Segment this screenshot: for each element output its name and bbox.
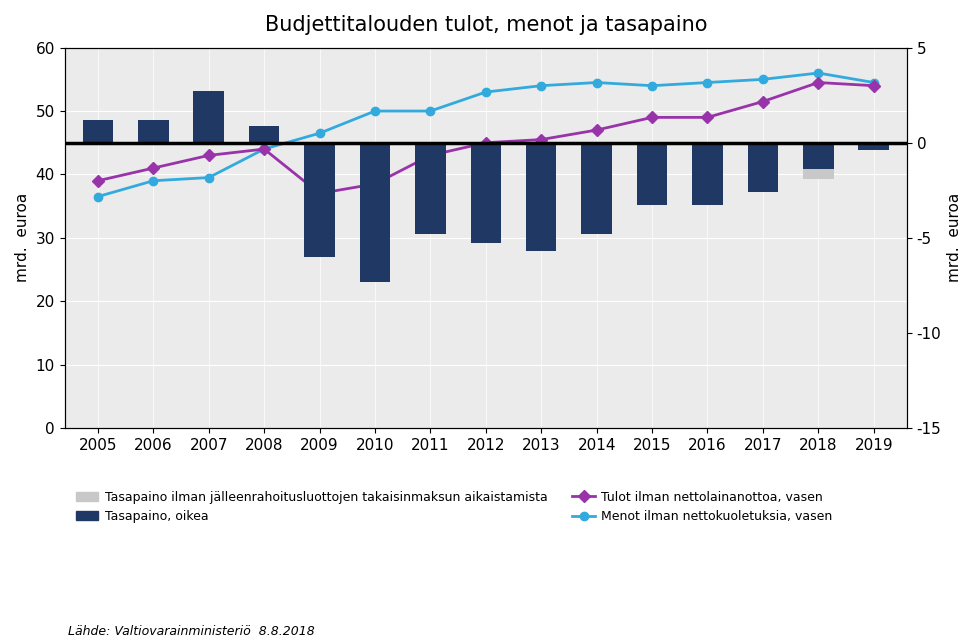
Bar: [83, 120, 113, 143]
Legend: Tasapaino ilman jälleenrahoitusluottojen takaisinmaksun aikaistamista, Tasapaino: Tasapaino ilman jälleenrahoitusluottojen…: [71, 486, 837, 528]
Bar: [249, 126, 279, 143]
Bar: [304, 143, 335, 256]
Title: Budjettitalouden tulot, menot ja tasapaino: Budjettitalouden tulot, menot ja tasapai…: [265, 15, 707, 35]
Bar: [360, 143, 390, 281]
Bar: [693, 143, 723, 205]
Bar: [747, 143, 778, 192]
Bar: [637, 143, 667, 205]
Bar: [803, 143, 833, 169]
Bar: [138, 120, 169, 143]
Y-axis label: mrd.  euroa: mrd. euroa: [947, 193, 962, 283]
Bar: [803, 169, 833, 179]
Y-axis label: mrd.  euroa: mrd. euroa: [15, 193, 30, 283]
Bar: [415, 143, 446, 234]
Bar: [193, 91, 224, 143]
Bar: [859, 143, 889, 151]
Bar: [471, 143, 501, 244]
Bar: [526, 143, 557, 251]
Text: Lähde: Valtiovarainministeriö  8.8.2018: Lähde: Valtiovarainministeriö 8.8.2018: [68, 625, 316, 638]
Bar: [581, 143, 612, 234]
